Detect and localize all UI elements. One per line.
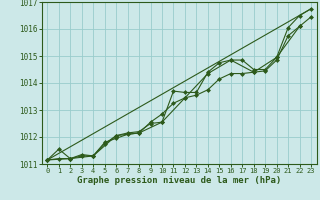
X-axis label: Graphe pression niveau de la mer (hPa): Graphe pression niveau de la mer (hPa) <box>77 176 281 185</box>
